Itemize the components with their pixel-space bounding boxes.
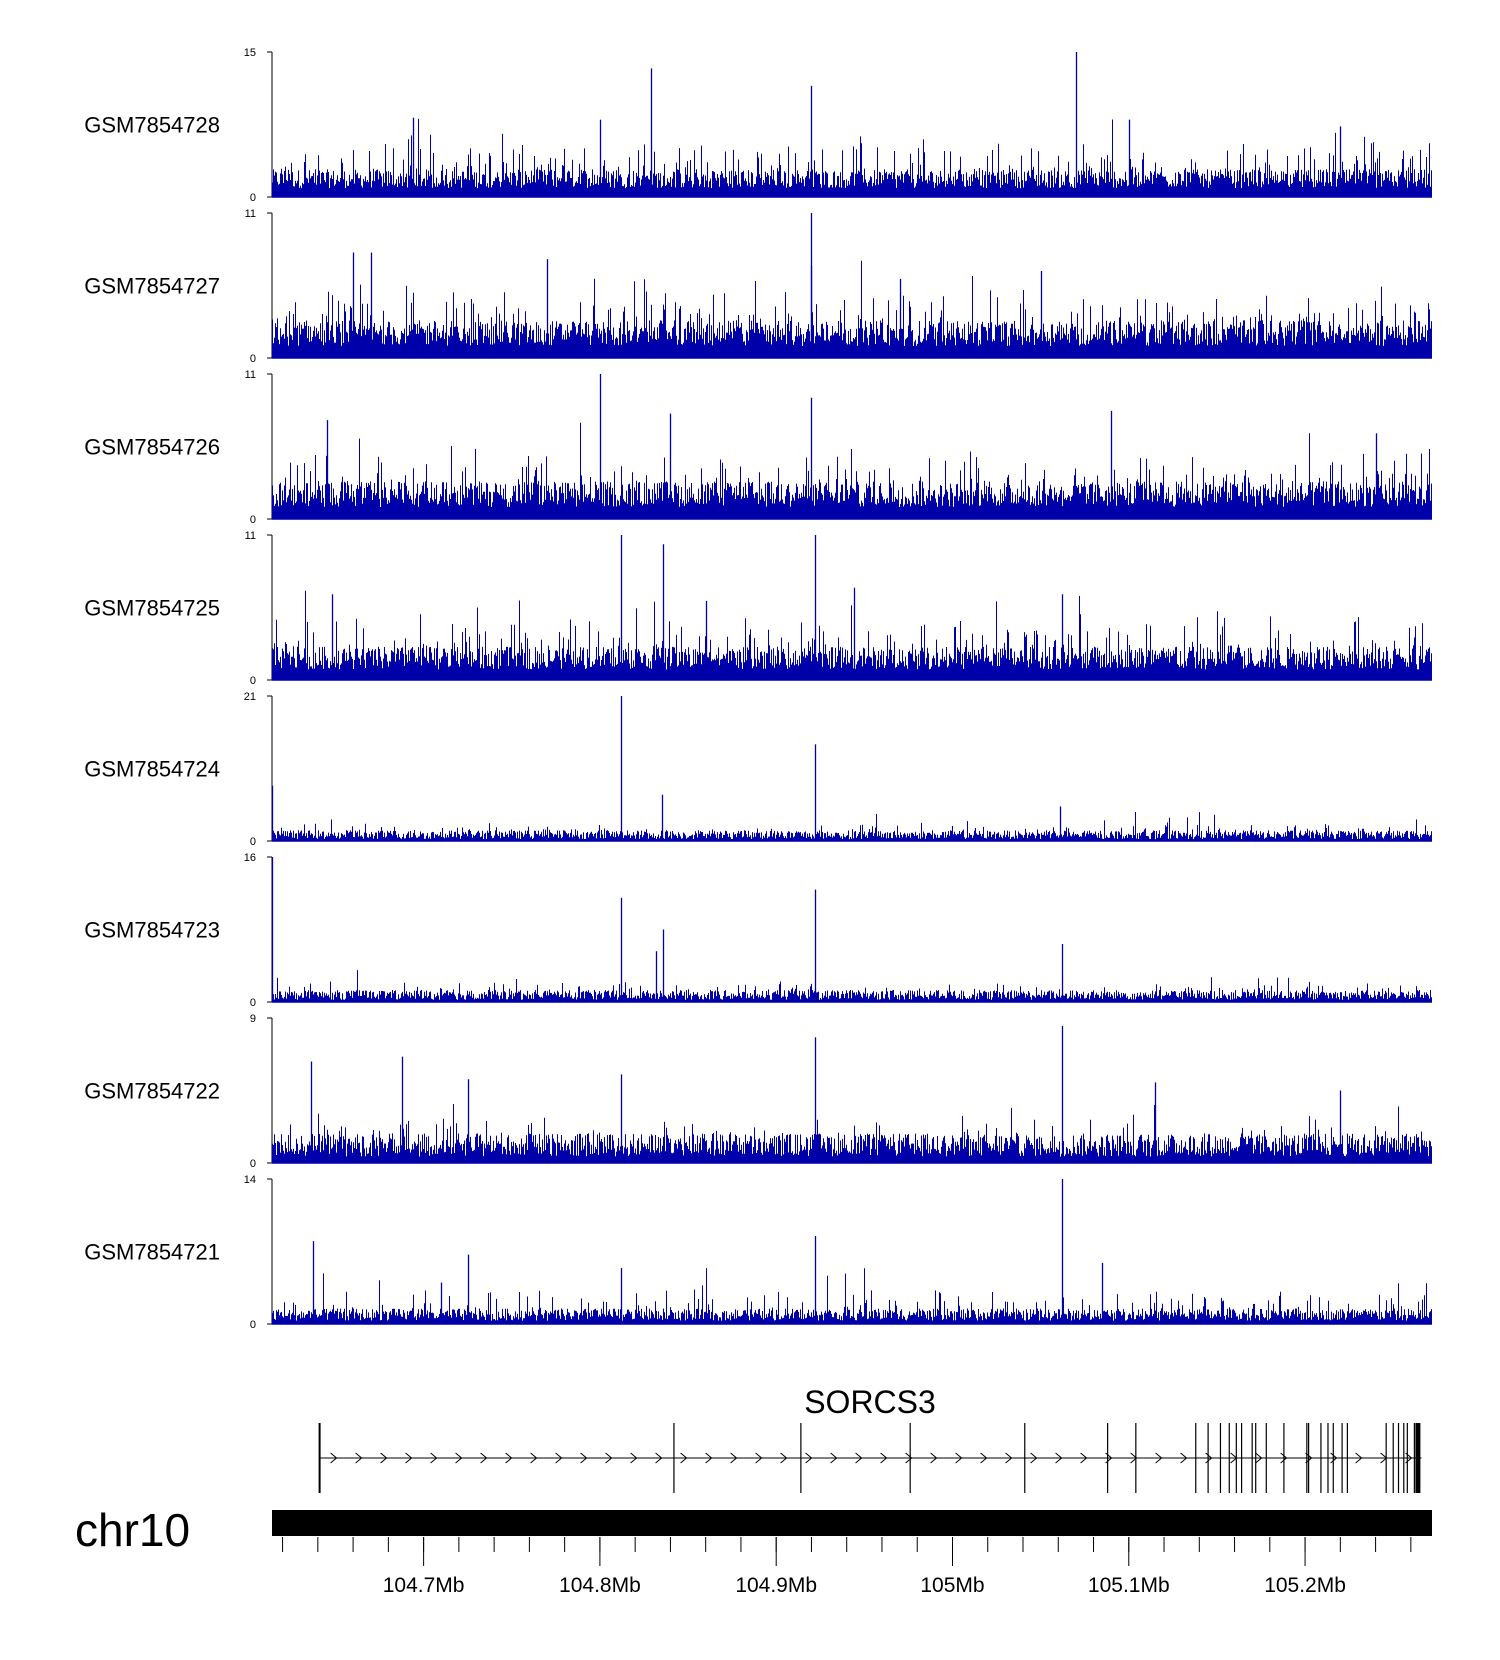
coverage-track: GSM7854721 14 0 <box>84 1174 1432 1331</box>
strand-arrow <box>530 1452 538 1464</box>
strand-arrow <box>655 1452 663 1464</box>
y-axis-min-label: 0 <box>250 353 256 365</box>
strand-arrow <box>755 1452 763 1464</box>
strand-arrow <box>330 1452 338 1464</box>
y-axis-min-label: 0 <box>250 1158 256 1170</box>
strand-arrow <box>1180 1452 1188 1464</box>
strand-arrow <box>930 1452 938 1464</box>
strand-arrow <box>1030 1452 1038 1464</box>
track-label: GSM7854722 <box>84 1079 220 1104</box>
strand-arrow <box>1080 1452 1088 1464</box>
strand-arrow <box>905 1452 913 1464</box>
gene-annotation-track: SORCS3 <box>318 1384 1422 1493</box>
strand-arrow <box>1355 1452 1363 1464</box>
track-label: GSM7854723 <box>84 918 220 943</box>
y-axis-min-label: 0 <box>250 1319 256 1331</box>
strand-arrow <box>1280 1452 1288 1464</box>
strand-arrow <box>355 1452 363 1464</box>
coverage-signal <box>272 1104 1432 1163</box>
strand-arrow <box>405 1452 413 1464</box>
y-axis-max-label: 21 <box>244 691 256 703</box>
y-axis-max-label: 15 <box>244 47 256 59</box>
y-axis-max-label: 11 <box>245 369 256 381</box>
strand-arrow <box>480 1452 488 1464</box>
strand-arrow <box>455 1452 463 1464</box>
axis-tick-label: 105.1Mb <box>1088 1574 1170 1597</box>
strand-arrow <box>880 1452 888 1464</box>
coverage-track: GSM7854726 11 0 <box>84 369 1432 526</box>
strand-arrow <box>580 1452 588 1464</box>
genomic-axis: 104.7Mb 104.8Mb 104.9Mb 105Mb 105.1Mb 105.2Mb <box>282 1537 1412 1597</box>
strand-arrow <box>1255 1452 1263 1464</box>
axis-tick-label: 105.2Mb <box>1264 1574 1346 1597</box>
strand-arrow <box>1005 1452 1013 1464</box>
strand-arrow <box>805 1452 813 1464</box>
chromosome-bar <box>272 1510 1432 1536</box>
strand-arrow <box>830 1452 838 1464</box>
chromosome-ideogram: chr10 104.7Mb 104.8Mb 104.9Mb 105Mb 105.1Mb 1… <box>75 1504 1432 1597</box>
track-label: GSM7854724 <box>84 757 220 782</box>
track-label: GSM7854721 <box>84 1240 220 1265</box>
axis-tick-label: 105Mb <box>920 1574 984 1597</box>
coverage-signal <box>272 1268 1432 1324</box>
track-label: GSM7854728 <box>84 113 220 138</box>
track-label: GSM7854726 <box>84 435 220 460</box>
coverage-signal <box>272 118 1432 197</box>
strand-arrow <box>430 1452 438 1464</box>
strand-arrow <box>380 1452 388 1464</box>
coverage-track: GSM7854723 16 0 <box>84 852 1432 1009</box>
coverage-signal <box>272 422 1432 519</box>
coverage-track: GSM7854727 11 0 <box>84 208 1432 365</box>
chromosome-label: chr10 <box>75 1504 190 1556</box>
strand-arrow <box>955 1452 963 1464</box>
strand-arrow <box>855 1452 863 1464</box>
strand-arrow <box>1305 1452 1313 1464</box>
strand-arrow <box>1055 1452 1063 1464</box>
strand-arrow <box>1330 1452 1338 1464</box>
gene-name-label: SORCS3 <box>804 1384 936 1420</box>
y-axis-min-label: 0 <box>250 836 256 848</box>
gene-exons <box>318 1423 1421 1493</box>
coverage-signal <box>272 590 1432 680</box>
y-axis-max-label: 11 <box>245 530 256 542</box>
strand-arrow <box>680 1452 688 1464</box>
y-axis-max-label: 14 <box>244 1174 256 1186</box>
y-axis-min-label: 0 <box>250 997 256 1009</box>
y-axis-min-label: 0 <box>250 514 256 526</box>
y-axis-max-label: 9 <box>250 1013 256 1025</box>
strand-arrow <box>1130 1452 1138 1464</box>
strand-arrow <box>605 1452 613 1464</box>
coverage-track: GSM7854728 15 0 <box>84 47 1432 204</box>
coverage-tracks: GSM7854728150GSM7854727110GSM7854726110G… <box>84 47 1432 1331</box>
coverage-track: GSM7854722 9 0 <box>84 1013 1432 1170</box>
strand-arrow <box>555 1452 563 1464</box>
y-axis-max-label: 11 <box>245 208 256 220</box>
coverage-signal <box>272 812 1432 841</box>
strand-arrow <box>630 1452 638 1464</box>
strand-arrow <box>705 1452 713 1464</box>
strand-arrow <box>505 1452 513 1464</box>
strand-arrow <box>730 1452 738 1464</box>
strand-arrow <box>980 1452 988 1464</box>
axis-tick-label: 104.8Mb <box>559 1574 641 1597</box>
y-axis-max-label: 16 <box>244 852 256 864</box>
coverage-track: GSM7854724 21 0 <box>84 691 1432 848</box>
coverage-signal <box>272 260 1432 358</box>
y-axis-min-label: 0 <box>250 675 256 687</box>
track-label: GSM7854727 <box>84 274 220 299</box>
strand-arrow <box>1155 1452 1163 1464</box>
y-axis-min-label: 0 <box>250 192 256 204</box>
coverage-signal <box>272 970 1432 1002</box>
track-label: GSM7854725 <box>84 596 220 621</box>
coverage-track: GSM7854725 11 0 <box>84 530 1432 687</box>
strand-arrow <box>780 1452 788 1464</box>
axis-tick-label: 104.7Mb <box>383 1574 465 1597</box>
axis-tick-label: 104.9Mb <box>735 1574 817 1597</box>
